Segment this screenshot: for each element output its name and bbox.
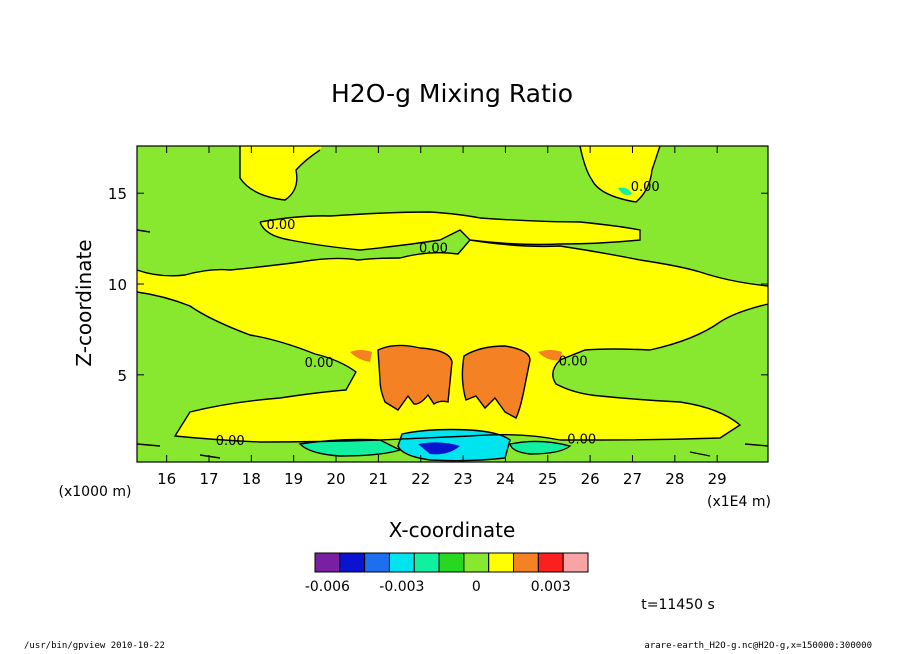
contour-label: 0.00 [267, 218, 296, 233]
colorbar-swatch [413, 552, 440, 573]
contour-label: 0.00 [567, 432, 596, 447]
time-label: t=11450 s [641, 597, 715, 613]
orange-strong-region [350, 345, 562, 418]
colorbar-swatch [438, 552, 465, 573]
y-axis-label: Z-coordinate [72, 239, 96, 366]
x-tick-label: 29 [708, 470, 727, 488]
blue-negative-core [418, 442, 460, 455]
colorbar-swatch [388, 552, 415, 573]
x-tick-label: 28 [665, 470, 684, 488]
colorbar-tick-label: -0.003 [379, 579, 424, 595]
y-unit-label: (x1000 m) [59, 484, 132, 500]
colorbar: -0.006 -0.003 0 0.003 [305, 552, 589, 595]
footer-right-text: arare-earth_H2O-g.nc@H2O-g,x=150000:3000… [644, 641, 872, 651]
x-tick-label: 20 [326, 470, 345, 488]
x-tick-label: 22 [411, 470, 430, 488]
x-tick-label: 16 [157, 470, 176, 488]
yellow-positive-region [137, 146, 768, 442]
chart-title: H2O-g Mixing Ratio [331, 79, 573, 108]
contour-label: 0.00 [419, 242, 448, 257]
x-tick-label: 23 [454, 470, 473, 488]
x-tick-label: 19 [284, 470, 303, 488]
footer-left-text: /usr/bin/gpview 2010-10-22 [24, 641, 165, 651]
colorbar-tick-label: 0 [472, 579, 481, 595]
plot-frame [136, 145, 769, 463]
contour-label: 0.00 [216, 434, 245, 449]
x-tick-label: 24 [496, 470, 515, 488]
colorbar-tick-label: -0.006 [305, 579, 350, 595]
colorbar-swatch [562, 552, 589, 573]
colorbar-swatch [463, 552, 490, 573]
y-tick-label: 10 [108, 276, 127, 294]
x-tick-label: 27 [623, 470, 642, 488]
contour-field: 0.00 0.00 0.00 0.00 0.00 0.00 0.00 [137, 146, 768, 462]
x-tick-label: 26 [581, 470, 600, 488]
x-tick-label: 21 [369, 470, 388, 488]
x-axis-label: X-coordinate [389, 518, 516, 542]
y-tick-label: 15 [108, 185, 127, 203]
contour-label: 0.00 [631, 180, 660, 195]
y-tick-label: 5 [117, 367, 127, 385]
x-unit-label: (x1E4 m) [707, 494, 771, 510]
colorbar-swatch [513, 552, 539, 573]
colorbar-swatch [537, 552, 564, 573]
colorbar-tick-label: 0.003 [531, 579, 571, 595]
contour-label: 0.00 [559, 354, 588, 369]
colorbar-swatch [488, 552, 515, 573]
x-tick-label: 17 [199, 470, 218, 488]
zero-contour-line [137, 146, 768, 462]
colorbar-swatch [314, 552, 341, 573]
colorbar-swatch [339, 552, 366, 573]
x-tick-label: 25 [538, 470, 557, 488]
contour-label: 0.00 [305, 356, 334, 371]
x-tick-label: 18 [242, 470, 261, 488]
colorbar-swatch [364, 552, 390, 573]
